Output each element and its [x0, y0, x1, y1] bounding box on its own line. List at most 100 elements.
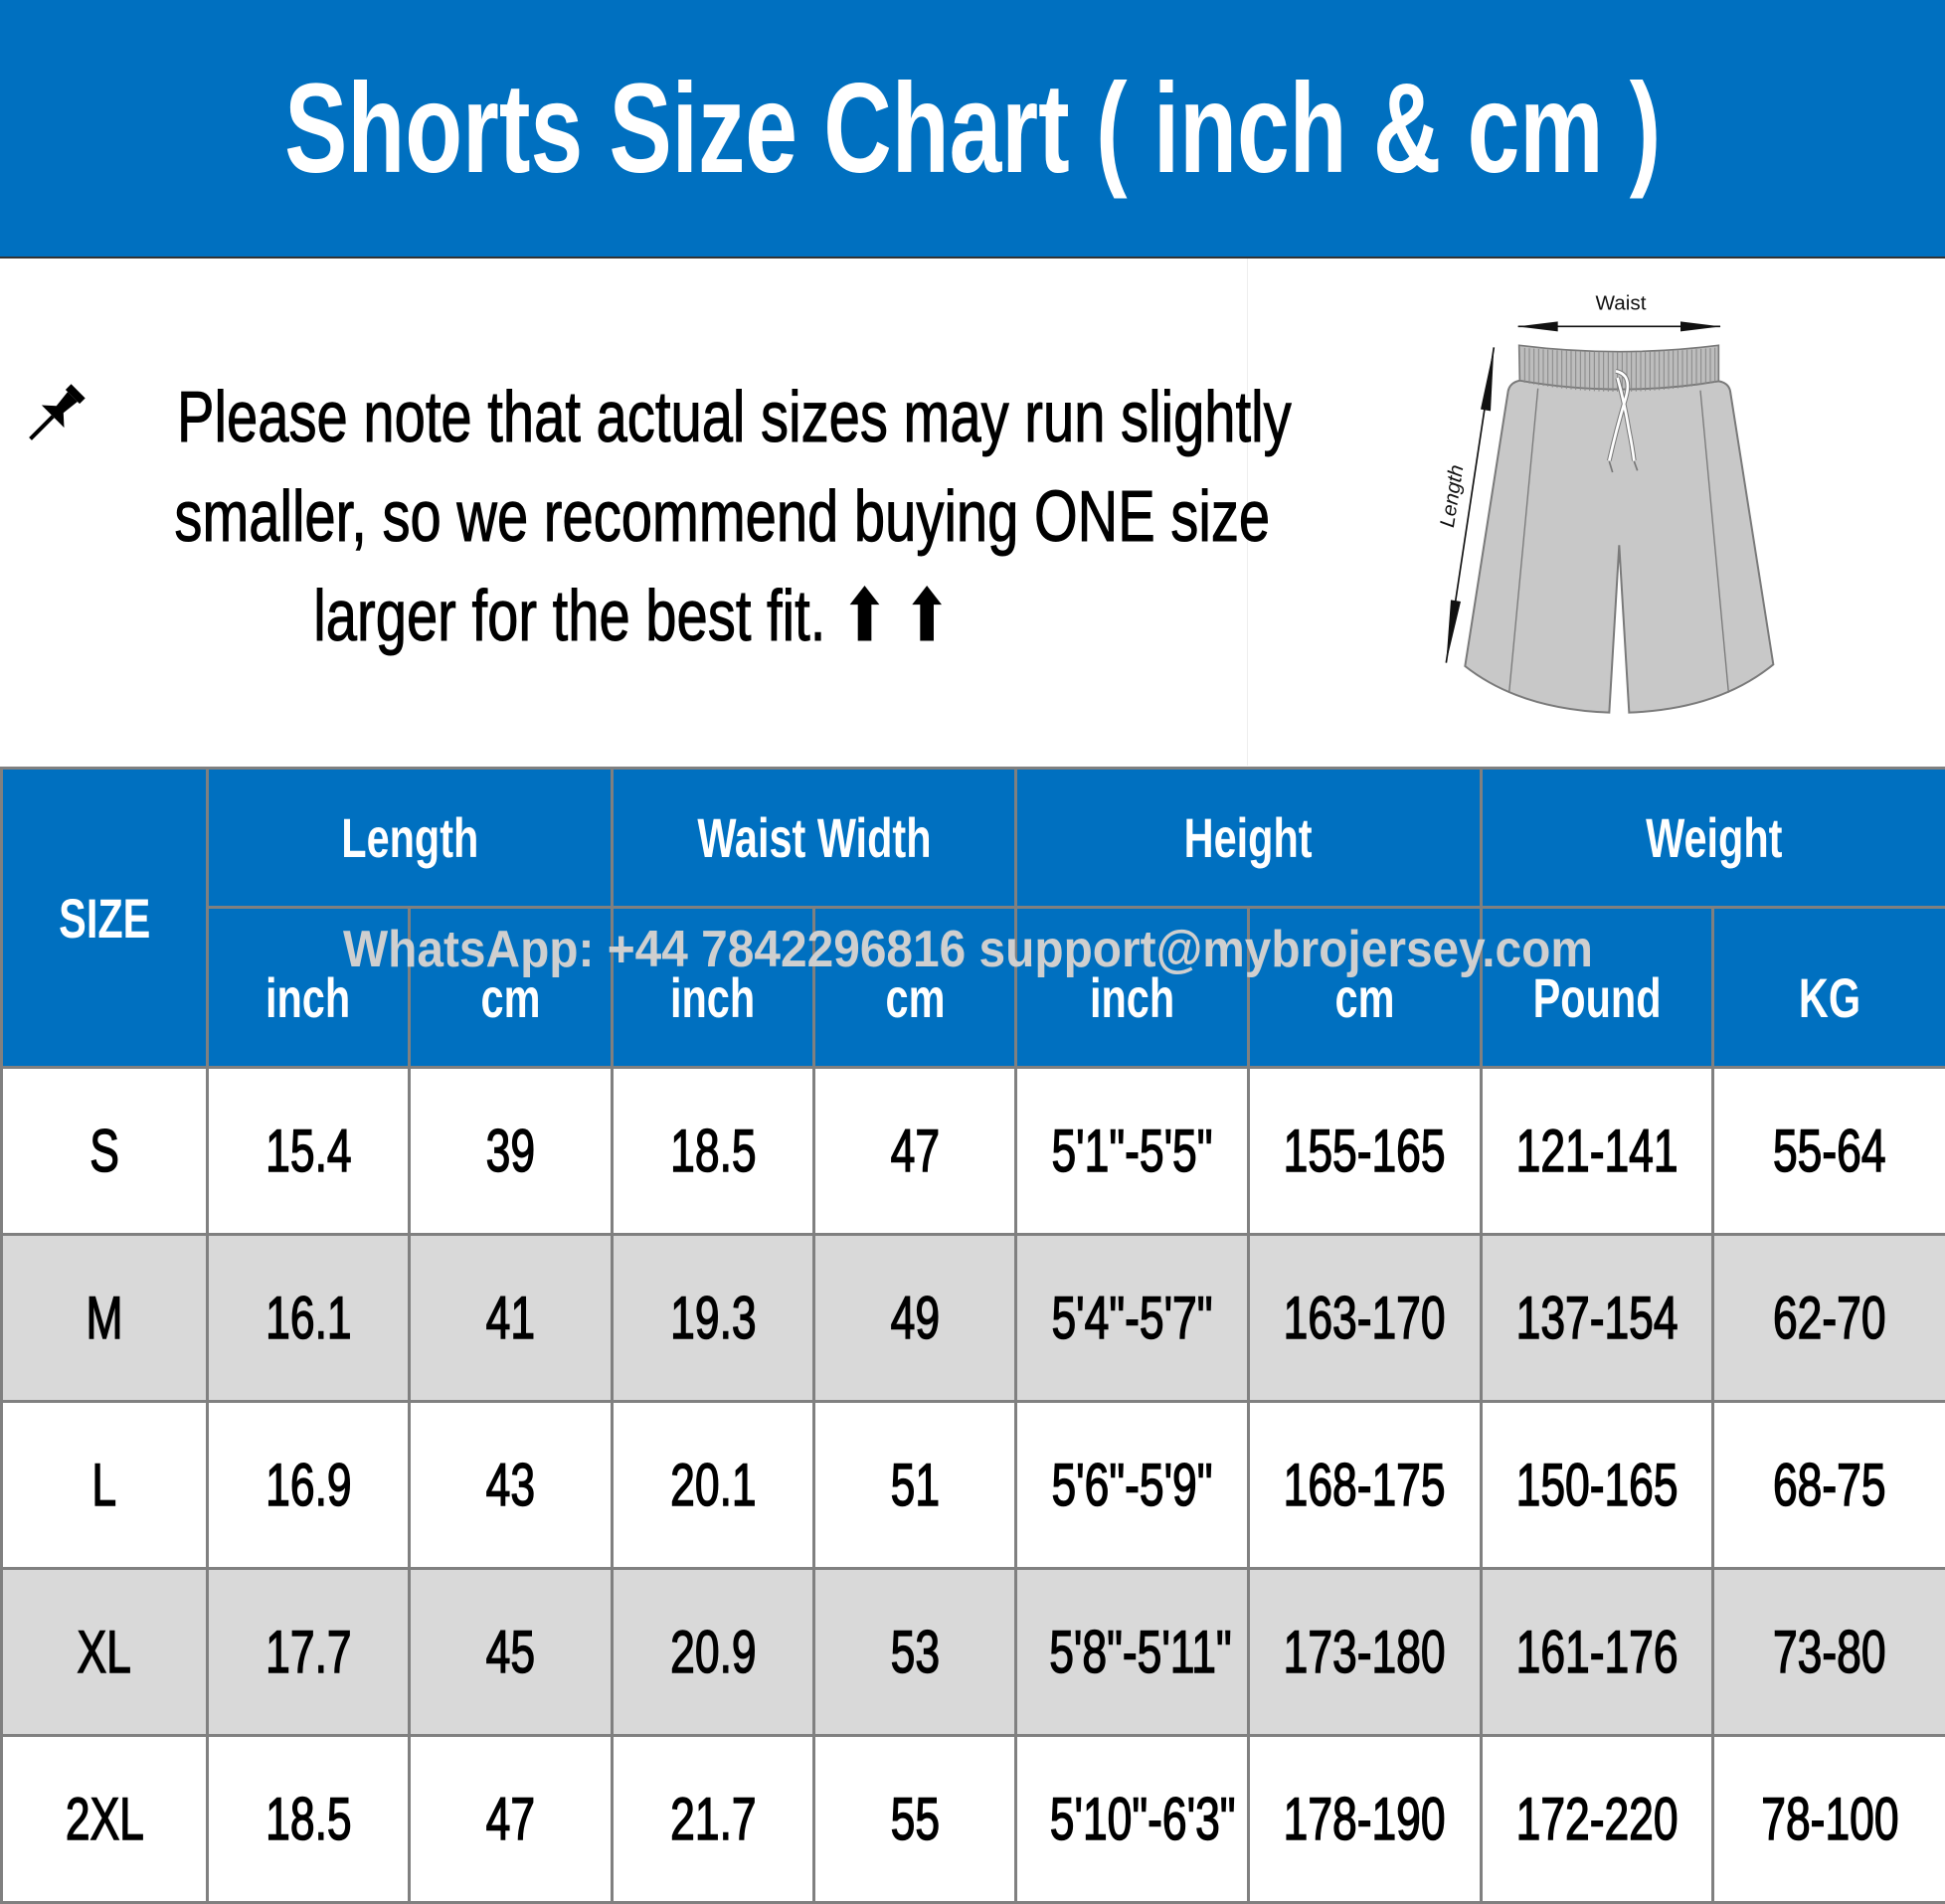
size-cell: S	[2, 1068, 208, 1235]
cell-text: 68-75	[1773, 1451, 1886, 1519]
value-cell: 45	[410, 1569, 613, 1736]
value-cell: 5'10"-6'3"	[1016, 1736, 1249, 1903]
value-cell: 16.1	[208, 1235, 410, 1402]
cell-text: 45	[486, 1618, 535, 1686]
shorts-illustration: /* ribs drawn below */	[1465, 345, 1773, 712]
value-cell: 39	[410, 1068, 613, 1235]
subheader-label: KG	[1799, 965, 1860, 1030]
cell-text: 178-190	[1284, 1785, 1446, 1853]
value-cell: 19.3	[613, 1235, 814, 1402]
table-row: L 16.9 43 20.1 51 5'6"-5'9" 168-175 150-165 68-7…	[2, 1402, 1945, 1569]
size-cell: 2XL	[2, 1736, 208, 1903]
cell-text: 5'6"-5'9"	[1051, 1451, 1212, 1519]
cell-text: M	[86, 1284, 122, 1352]
cell-text: 168-175	[1284, 1451, 1446, 1519]
cell-text: 47	[486, 1785, 535, 1853]
sizing-note: Please note that actual sizes may run sl…	[0, 259, 1248, 766]
cell-text: 49	[890, 1284, 939, 1352]
table-row: M 16.1 41 19.3 49 5'4"-5'7" 163-170 137-154 62-7…	[2, 1235, 1945, 1402]
group-header-length: Length	[208, 769, 613, 908]
value-cell: 18.5	[613, 1068, 814, 1235]
cell-text: 39	[486, 1117, 535, 1185]
group-header-weight: Weight	[1482, 769, 1945, 908]
value-cell: 62-70	[1713, 1235, 1945, 1402]
value-cell: 173-180	[1249, 1569, 1482, 1736]
value-cell: 73-80	[1713, 1569, 1945, 1736]
note-line: Please note that actual sizes may run sl…	[177, 368, 1292, 467]
value-cell: 21.7	[613, 1736, 814, 1903]
cell-text: L	[92, 1451, 117, 1519]
value-cell: 137-154	[1482, 1235, 1713, 1402]
cell-text: 21.7	[670, 1785, 756, 1853]
value-cell: 121-141	[1482, 1068, 1713, 1235]
value-cell: 17.7	[208, 1569, 410, 1736]
waist-arrow	[1517, 321, 1721, 331]
cell-text: 121-141	[1516, 1117, 1679, 1185]
group-header-waist: Waist Width	[613, 769, 1016, 908]
cell-text: 163-170	[1284, 1284, 1446, 1352]
group-label: Waist Width	[697, 805, 931, 870]
value-cell: 5'4"-5'7"	[1016, 1235, 1249, 1402]
cell-text: 5'8"-5'11"	[1049, 1618, 1231, 1686]
cell-text: 172-220	[1516, 1785, 1679, 1853]
cell-text: 20.9	[670, 1618, 756, 1686]
shorts-diagram: Waist Length /* ribs drawn below */	[1243, 259, 1945, 736]
value-cell: 51	[814, 1402, 1016, 1569]
value-cell: 150-165	[1482, 1402, 1713, 1569]
value-cell: 16.9	[208, 1402, 410, 1569]
value-cell: 163-170	[1249, 1235, 1482, 1402]
value-cell: 49	[814, 1235, 1016, 1402]
cell-text: 53	[890, 1618, 939, 1686]
cell-text: 19.3	[670, 1284, 756, 1352]
header-banner: Shorts Size Chart ( inch & cm )	[0, 0, 1945, 259]
cell-text: 2XL	[65, 1785, 143, 1853]
cell-text: 20.1	[670, 1451, 756, 1519]
value-cell: 15.4	[208, 1068, 410, 1235]
value-cell: 47	[814, 1068, 1016, 1235]
page-title: Shorts Size Chart ( inch & cm )	[284, 56, 1661, 202]
cell-text: 16.1	[265, 1284, 351, 1352]
cell-text: 18.5	[670, 1117, 756, 1185]
note-line: larger for the best fit. ⬆ ⬆	[313, 567, 950, 666]
value-cell: 161-176	[1482, 1569, 1713, 1736]
cell-text: 18.5	[265, 1785, 351, 1853]
size-column-header: SIZE	[2, 769, 208, 1068]
cell-text: 161-176	[1516, 1618, 1679, 1686]
subheader-label: inch	[265, 965, 350, 1030]
value-cell: 55	[814, 1736, 1016, 1903]
cell-text: 17.7	[265, 1618, 351, 1686]
cell-text: 78-100	[1761, 1785, 1898, 1853]
cell-text: 16.9	[265, 1451, 351, 1519]
value-cell: 5'6"-5'9"	[1016, 1402, 1249, 1569]
value-cell: 47	[410, 1736, 613, 1903]
cell-text: 150-165	[1516, 1451, 1679, 1519]
value-cell: 5'1"-5'5"	[1016, 1068, 1249, 1235]
cell-text: 137-154	[1516, 1284, 1679, 1352]
cell-text: 55	[890, 1785, 939, 1853]
subheader-cell: KG	[1713, 908, 1945, 1068]
cell-text: 55-64	[1773, 1117, 1886, 1185]
table-row: 2XL 18.5 47 21.7 55 5'10"-6'3" 178-190 172-220 7…	[2, 1736, 1945, 1903]
value-cell: 53	[814, 1569, 1016, 1736]
cell-text: 5'1"-5'5"	[1051, 1117, 1212, 1185]
cell-text: 5'10"-6'3"	[1050, 1785, 1236, 1853]
value-cell: 155-165	[1249, 1068, 1482, 1235]
cell-text: 173-180	[1284, 1618, 1446, 1686]
value-cell: 178-190	[1249, 1736, 1482, 1903]
cell-text: 41	[486, 1284, 535, 1352]
cell-text: 15.4	[265, 1117, 351, 1185]
cell-text: 155-165	[1284, 1117, 1446, 1185]
waist-label: Waist	[1596, 292, 1647, 315]
contact-watermark: WhatsApp: +44 7842296816 support@mybroje…	[343, 920, 1636, 979]
size-header-label: SIZE	[59, 886, 150, 951]
value-cell: 20.9	[613, 1569, 814, 1736]
cell-text: 62-70	[1773, 1284, 1886, 1352]
value-cell: 18.5	[208, 1736, 410, 1903]
cell-text: 5'4"-5'7"	[1051, 1284, 1212, 1352]
group-header-height: Height	[1016, 769, 1482, 908]
group-label: Height	[1184, 805, 1313, 870]
cell-text: 47	[890, 1117, 939, 1185]
value-cell: 43	[410, 1402, 613, 1569]
watermark-text: WhatsApp: +44 7842296816 support@mybroje…	[343, 920, 1593, 979]
